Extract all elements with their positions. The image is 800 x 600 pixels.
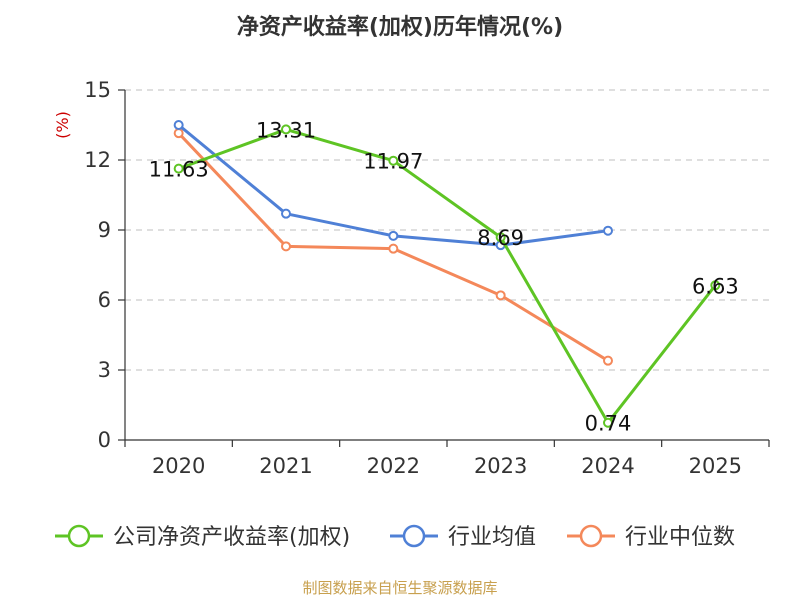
data-point: [495, 290, 506, 301]
data-point: [603, 225, 613, 236]
gridlines: [125, 89, 769, 371]
x-tick-label: 2021: [259, 454, 312, 478]
data-point: [173, 128, 184, 139]
data-point: [603, 417, 613, 428]
y-tick-label: 0: [98, 428, 111, 452]
x-tick-label: 2022: [367, 454, 420, 478]
x-tick-label: 2025: [689, 454, 742, 478]
y-axis-unit: (%): [53, 111, 72, 139]
legend-item-2: 行业中位数: [567, 524, 735, 550]
legend-label: 公司净资产收益率(加权): [113, 525, 350, 550]
data-labels: 11.63 13.31 11.97 8.69 0.74 6.63: [149, 118, 739, 435]
data-label: 13.31: [256, 118, 316, 142]
y-tick-label: 6: [98, 288, 111, 312]
series-line-1: [177, 123, 609, 247]
y-tick-label: 12: [84, 148, 111, 172]
data-point: [281, 124, 291, 135]
legend-label: 行业均值: [448, 525, 536, 550]
x-tick-label: 2023: [474, 454, 527, 478]
data-point: [388, 243, 399, 254]
data-label: 11.63: [149, 158, 209, 182]
data-label: 6.63: [692, 274, 739, 298]
data-point: [281, 241, 291, 252]
legend: 公司净资产收益率(加权) 行业均值 行业中位数: [55, 524, 735, 550]
y-tick-label: 9: [98, 218, 111, 242]
legend-label: 行业中位数: [625, 525, 735, 550]
data-label: 0.74: [585, 412, 632, 436]
data-label: 8.69: [477, 226, 524, 250]
axes: 0 3 6 9 12 15 2020 2021 2022 2023 2024 2025: [84, 78, 770, 478]
y-tick-label: 15: [84, 78, 111, 102]
data-label: 11.97: [363, 150, 423, 174]
legend-item-1: 行业均值: [390, 524, 536, 550]
series-line-0: [178, 127, 717, 425]
series-lines: [173, 120, 721, 428]
x-tick-label: 2020: [152, 454, 205, 478]
data-point: [388, 155, 399, 166]
x-tick-label: 2024: [581, 454, 634, 478]
data-point: [281, 208, 291, 219]
data-point: [495, 232, 506, 243]
data-point: [710, 280, 721, 291]
legend-marker: [579, 524, 603, 548]
data-point: [603, 355, 613, 366]
legend-marker: [402, 524, 426, 548]
data-point: [173, 120, 184, 130]
y-tick-label: 3: [98, 358, 111, 382]
legend-marker: [67, 524, 91, 548]
legend-item-0: 公司净资产收益率(加权): [55, 524, 350, 550]
data-point: [173, 163, 184, 174]
chart-title: 净资产收益率(加权)历年情况(%): [237, 14, 563, 40]
source-note: 制图数据来自恒生聚源数据库: [302, 579, 497, 597]
data-point: [388, 230, 399, 241]
